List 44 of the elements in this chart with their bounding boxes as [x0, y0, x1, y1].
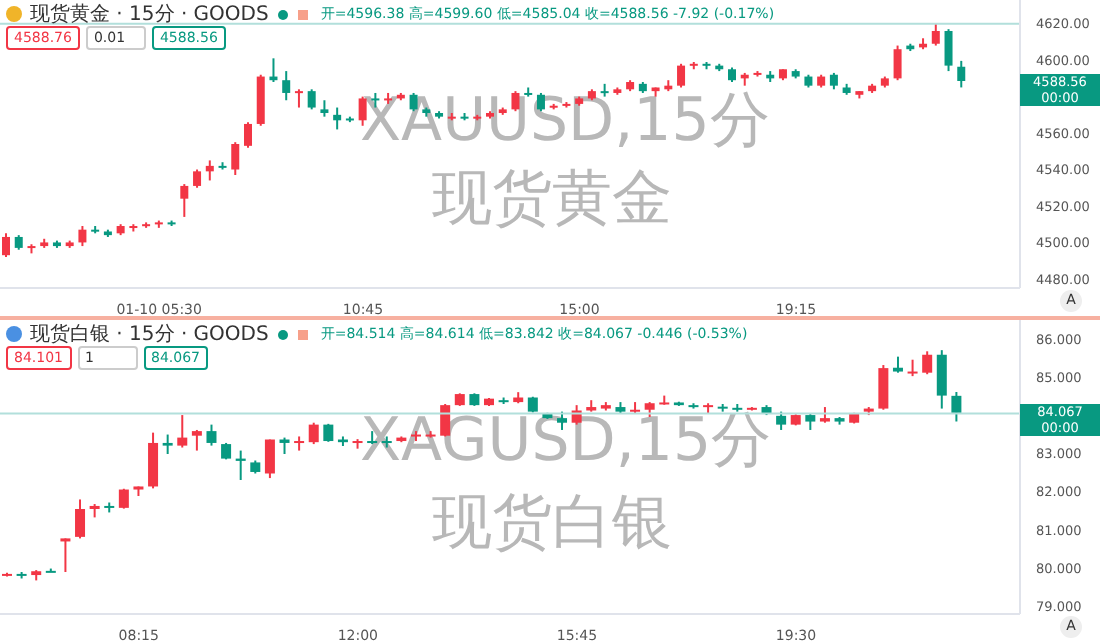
candlestick	[536, 91, 545, 113]
candlestick	[256, 73, 265, 127]
candlestick	[944, 28, 953, 73]
candlestick	[307, 88, 316, 111]
candlestick	[282, 70, 291, 102]
candlestick	[231, 141, 240, 176]
annotation: XAGUSD,15分	[360, 404, 772, 481]
candlestick	[893, 44, 902, 82]
candlestick	[294, 435, 305, 452]
candlestick	[148, 431, 159, 490]
candlestick	[193, 168, 202, 189]
candlestick	[409, 91, 418, 113]
candlestick	[118, 487, 129, 510]
candlestick	[677, 62, 686, 89]
candlestick	[957, 59, 966, 89]
candlestick	[191, 428, 202, 452]
candlestick	[264, 438, 275, 480]
candlestick	[2, 232, 10, 259]
annotation: 现货白银	[432, 485, 672, 561]
annotation: 现货黄金	[432, 162, 672, 238]
candlestick	[371, 91, 380, 109]
candlestick	[206, 423, 217, 447]
chart-title: 现货黄金 · 15分 · GOODS	[30, 1, 269, 28]
chart-title: 现货白银 · 15分 · GOODS	[30, 322, 269, 348]
candlestick	[244, 121, 252, 149]
candlestick	[60, 537, 71, 573]
candlestick	[936, 349, 947, 410]
candlestick	[177, 414, 188, 449]
annotation: XAUUSD,15分	[360, 83, 770, 159]
candlestick	[931, 22, 940, 47]
candlestick	[78, 225, 87, 248]
candlestick	[951, 391, 962, 423]
candlestick	[75, 498, 86, 540]
candlestick	[205, 159, 214, 182]
candlestick	[308, 421, 319, 446]
candlestick	[878, 364, 889, 411]
candlestick	[180, 183, 189, 218]
candlestick	[294, 88, 303, 109]
candlestick	[776, 410, 787, 431]
candlestick	[358, 95, 367, 127]
candlestick	[381, 435, 392, 449]
candlestick	[922, 350, 933, 376]
candlestick	[333, 106, 342, 131]
candlestick	[162, 433, 173, 456]
